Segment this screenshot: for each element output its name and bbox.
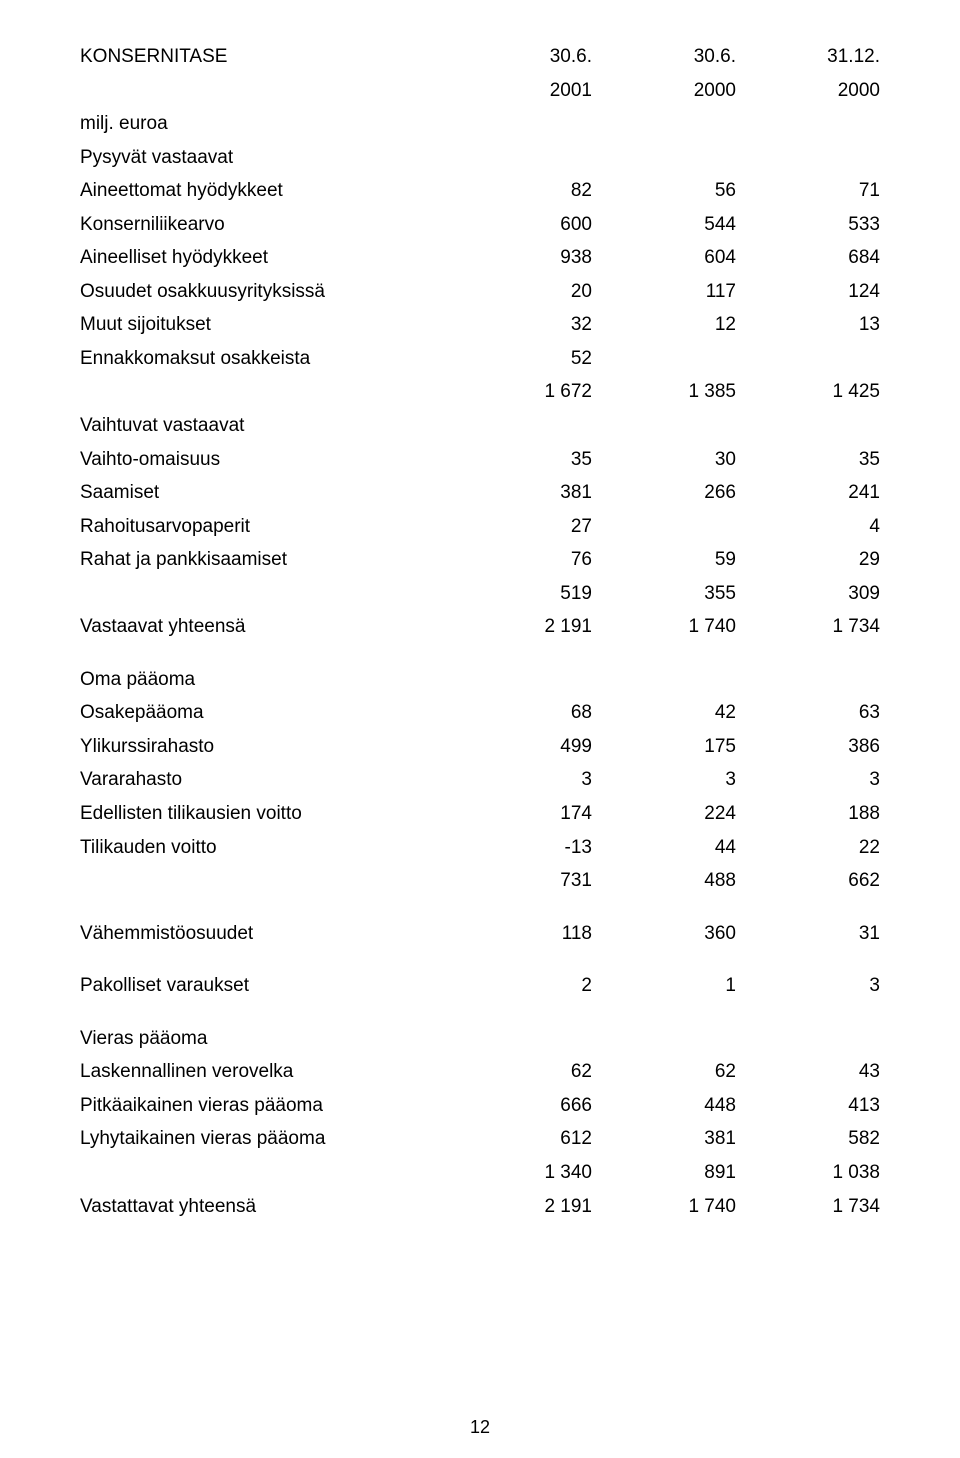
row-laskennallinen-verovelka: Laskennallinen verovelka 62 62 43 <box>80 1055 880 1089</box>
col1-year: 2001 <box>448 74 592 108</box>
row-osakepaaoma: Osakepääoma 68 42 63 <box>80 696 880 730</box>
row-vastaavat-yhteensa: Vastaavat yhteensä 2 191 1 740 1 734 <box>80 610 880 644</box>
row-rahoitusarvopaperit: Rahoitusarvopaperit 27 4 <box>80 510 880 544</box>
row-aineelliset: Aineelliset hyödykkeet 938 604 684 <box>80 241 880 275</box>
row-aineettomat: Aineettomat hyödykkeet 82 56 71 <box>80 174 880 208</box>
row-vastattavat-yhteensa: Vastattavat yhteensä 2 191 1 740 1 734 <box>80 1190 880 1224</box>
section-pysyvat: Pysyvät vastaavat <box>80 141 880 175</box>
unit-blank <box>80 74 448 108</box>
row-vahemmistoosuudet: Vähemmistöosuudet 118 360 31 <box>80 898 880 951</box>
row-vieras-sum: 1 340 891 1 038 <box>80 1156 880 1190</box>
row-pitkaaikainen: Pitkäaikainen vieras pääoma 666 448 413 <box>80 1089 880 1123</box>
row-edellisten-voitto: Edellisten tilikausien voitto 174 224 18… <box>80 797 880 831</box>
row-ennakkomaksut: Ennakkomaksut osakkeista 52 <box>80 342 880 376</box>
balance-table: KONSERNITASE 30.6. 30.6. 31.12. 2001 200… <box>80 40 880 1223</box>
row-vaihtuvat-sum: 519 355 309 <box>80 577 880 611</box>
row-ylikurssirahasto: Ylikurssirahasto 499 175 386 <box>80 730 880 764</box>
header-row-2: 2001 2000 2000 <box>80 74 880 108</box>
col2-year: 2000 <box>592 74 736 108</box>
row-vararahasto: Vararahasto 3 3 3 <box>80 763 880 797</box>
row-muut-sijoitukset: Muut sijoitukset 32 12 13 <box>80 308 880 342</box>
header-row-1: KONSERNITASE 30.6. 30.6. 31.12. <box>80 40 880 74</box>
row-pakolliset-varaukset: Pakolliset varaukset 2 1 3 <box>80 950 880 1003</box>
row-lyhytaikainen: Lyhytaikainen vieras pääoma 612 381 582 <box>80 1122 880 1156</box>
page-title: KONSERNITASE <box>80 40 448 74</box>
col3-date: 31.12. <box>736 40 880 74</box>
col1-date: 30.6. <box>448 40 592 74</box>
row-tilikauden-voitto: Tilikauden voitto -13 44 22 <box>80 831 880 865</box>
row-vaihto-omaisuus: Vaihto-omaisuus 35 30 35 <box>80 443 880 477</box>
page-number: 12 <box>0 1417 960 1438</box>
col3-year: 2000 <box>736 74 880 108</box>
unit-row: milj. euroa <box>80 107 880 141</box>
section-oma-paaoma: Oma pääoma <box>80 644 880 697</box>
section-vieras-paaoma: Vieras pääoma <box>80 1003 880 1056</box>
row-saamiset: Saamiset 381 266 241 <box>80 476 880 510</box>
unit-label: milj. euroa <box>80 107 448 141</box>
row-konserniliikearvo: Konserniliikearvo 600 544 533 <box>80 208 880 242</box>
row-rahat: Rahat ja pankkisaamiset 76 59 29 <box>80 543 880 577</box>
row-osuudet: Osuudet osakkuusyrityksissä 20 117 124 <box>80 275 880 309</box>
section-vaihtuvat: Vaihtuvat vastaavat <box>80 409 880 443</box>
row-pysyvat-sum: 1 672 1 385 1 425 <box>80 375 880 409</box>
document-page: KONSERNITASE 30.6. 30.6. 31.12. 2001 200… <box>0 0 960 1458</box>
section-pysyvat-label: Pysyvät vastaavat <box>80 141 448 175</box>
col2-date: 30.6. <box>592 40 736 74</box>
row-oma-paaoma-sum: 731 488 662 <box>80 864 880 898</box>
